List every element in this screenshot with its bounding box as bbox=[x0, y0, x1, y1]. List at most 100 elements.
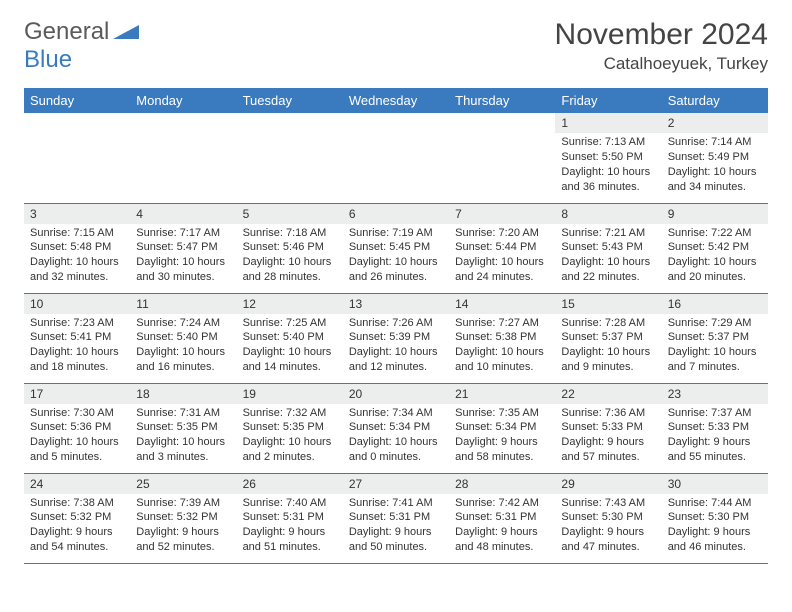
day-data: Sunrise: 7:37 AMSunset: 5:33 PMDaylight:… bbox=[662, 404, 768, 469]
calendar-cell: 21Sunrise: 7:35 AMSunset: 5:34 PMDayligh… bbox=[449, 383, 555, 473]
calendar-cell: 22Sunrise: 7:36 AMSunset: 5:33 PMDayligh… bbox=[555, 383, 661, 473]
day-number: 10 bbox=[24, 294, 130, 314]
calendar-cell: 14Sunrise: 7:27 AMSunset: 5:38 PMDayligh… bbox=[449, 293, 555, 383]
calendar-cell: 6Sunrise: 7:19 AMSunset: 5:45 PMDaylight… bbox=[343, 203, 449, 293]
day-number: 27 bbox=[343, 474, 449, 494]
day-number: 30 bbox=[662, 474, 768, 494]
calendar-cell: 2Sunrise: 7:14 AMSunset: 5:49 PMDaylight… bbox=[662, 113, 768, 203]
day-data: Sunrise: 7:25 AMSunset: 5:40 PMDaylight:… bbox=[237, 314, 343, 379]
calendar-cell: 16Sunrise: 7:29 AMSunset: 5:37 PMDayligh… bbox=[662, 293, 768, 383]
calendar-cell: 23Sunrise: 7:37 AMSunset: 5:33 PMDayligh… bbox=[662, 383, 768, 473]
day-number: 6 bbox=[343, 204, 449, 224]
logo-text-2: Blue bbox=[24, 46, 72, 73]
logo-text-1: General bbox=[24, 18, 109, 45]
calendar-row: 3Sunrise: 7:15 AMSunset: 5:48 PMDaylight… bbox=[24, 203, 768, 293]
weekday-header: Tuesday bbox=[237, 88, 343, 113]
calendar-cell bbox=[24, 113, 130, 203]
calendar-cell bbox=[449, 113, 555, 203]
day-data: Sunrise: 7:29 AMSunset: 5:37 PMDaylight:… bbox=[662, 314, 768, 379]
calendar-cell: 11Sunrise: 7:24 AMSunset: 5:40 PMDayligh… bbox=[130, 293, 236, 383]
day-data: Sunrise: 7:27 AMSunset: 5:38 PMDaylight:… bbox=[449, 314, 555, 379]
calendar-cell: 12Sunrise: 7:25 AMSunset: 5:40 PMDayligh… bbox=[237, 293, 343, 383]
day-number: 28 bbox=[449, 474, 555, 494]
day-number: 23 bbox=[662, 384, 768, 404]
day-data: Sunrise: 7:26 AMSunset: 5:39 PMDaylight:… bbox=[343, 314, 449, 379]
day-data: Sunrise: 7:41 AMSunset: 5:31 PMDaylight:… bbox=[343, 494, 449, 559]
day-data: Sunrise: 7:36 AMSunset: 5:33 PMDaylight:… bbox=[555, 404, 661, 469]
calendar-cell: 4Sunrise: 7:17 AMSunset: 5:47 PMDaylight… bbox=[130, 203, 236, 293]
day-number: 4 bbox=[130, 204, 236, 224]
calendar-cell: 17Sunrise: 7:30 AMSunset: 5:36 PMDayligh… bbox=[24, 383, 130, 473]
day-number: 16 bbox=[662, 294, 768, 314]
weekday-header-row: SundayMondayTuesdayWednesdayThursdayFrid… bbox=[24, 88, 768, 113]
calendar-row: 10Sunrise: 7:23 AMSunset: 5:41 PMDayligh… bbox=[24, 293, 768, 383]
logo-triangle-icon bbox=[113, 21, 139, 44]
day-data: Sunrise: 7:18 AMSunset: 5:46 PMDaylight:… bbox=[237, 224, 343, 289]
day-data: Sunrise: 7:40 AMSunset: 5:31 PMDaylight:… bbox=[237, 494, 343, 559]
day-data: Sunrise: 7:32 AMSunset: 5:35 PMDaylight:… bbox=[237, 404, 343, 469]
day-data: Sunrise: 7:30 AMSunset: 5:36 PMDaylight:… bbox=[24, 404, 130, 469]
calendar-cell: 7Sunrise: 7:20 AMSunset: 5:44 PMDaylight… bbox=[449, 203, 555, 293]
weekday-header: Sunday bbox=[24, 88, 130, 113]
day-number: 24 bbox=[24, 474, 130, 494]
calendar-cell bbox=[130, 113, 236, 203]
calendar-cell: 24Sunrise: 7:38 AMSunset: 5:32 PMDayligh… bbox=[24, 473, 130, 563]
day-data: Sunrise: 7:13 AMSunset: 5:50 PMDaylight:… bbox=[555, 133, 661, 198]
day-data: Sunrise: 7:15 AMSunset: 5:48 PMDaylight:… bbox=[24, 224, 130, 289]
calendar-cell: 3Sunrise: 7:15 AMSunset: 5:48 PMDaylight… bbox=[24, 203, 130, 293]
day-data: Sunrise: 7:42 AMSunset: 5:31 PMDaylight:… bbox=[449, 494, 555, 559]
weekday-header: Monday bbox=[130, 88, 236, 113]
day-data: Sunrise: 7:34 AMSunset: 5:34 PMDaylight:… bbox=[343, 404, 449, 469]
calendar-cell: 27Sunrise: 7:41 AMSunset: 5:31 PMDayligh… bbox=[343, 473, 449, 563]
calendar-cell: 18Sunrise: 7:31 AMSunset: 5:35 PMDayligh… bbox=[130, 383, 236, 473]
weekday-header: Friday bbox=[555, 88, 661, 113]
calendar-cell: 29Sunrise: 7:43 AMSunset: 5:30 PMDayligh… bbox=[555, 473, 661, 563]
calendar-body: 1Sunrise: 7:13 AMSunset: 5:50 PMDaylight… bbox=[24, 113, 768, 563]
day-number: 26 bbox=[237, 474, 343, 494]
calendar-row: 1Sunrise: 7:13 AMSunset: 5:50 PMDaylight… bbox=[24, 113, 768, 203]
day-data: Sunrise: 7:23 AMSunset: 5:41 PMDaylight:… bbox=[24, 314, 130, 379]
calendar-cell: 8Sunrise: 7:21 AMSunset: 5:43 PMDaylight… bbox=[555, 203, 661, 293]
calendar-row: 17Sunrise: 7:30 AMSunset: 5:36 PMDayligh… bbox=[24, 383, 768, 473]
day-data: Sunrise: 7:22 AMSunset: 5:42 PMDaylight:… bbox=[662, 224, 768, 289]
calendar-cell: 10Sunrise: 7:23 AMSunset: 5:41 PMDayligh… bbox=[24, 293, 130, 383]
month-title: November 2024 bbox=[555, 18, 768, 52]
day-data: Sunrise: 7:39 AMSunset: 5:32 PMDaylight:… bbox=[130, 494, 236, 559]
day-number: 20 bbox=[343, 384, 449, 404]
location: Catalhoeyuek, Turkey bbox=[555, 54, 768, 74]
weekday-header: Wednesday bbox=[343, 88, 449, 113]
day-number: 21 bbox=[449, 384, 555, 404]
calendar-row: 24Sunrise: 7:38 AMSunset: 5:32 PMDayligh… bbox=[24, 473, 768, 563]
logo: General Blue bbox=[24, 18, 139, 74]
calendar-cell: 30Sunrise: 7:44 AMSunset: 5:30 PMDayligh… bbox=[662, 473, 768, 563]
day-number: 18 bbox=[130, 384, 236, 404]
header: General Blue November 2024 Catalhoeyuek,… bbox=[24, 18, 768, 74]
day-data: Sunrise: 7:44 AMSunset: 5:30 PMDaylight:… bbox=[662, 494, 768, 559]
weekday-header: Thursday bbox=[449, 88, 555, 113]
day-number: 14 bbox=[449, 294, 555, 314]
day-number: 2 bbox=[662, 113, 768, 133]
calendar-cell bbox=[343, 113, 449, 203]
calendar-cell: 19Sunrise: 7:32 AMSunset: 5:35 PMDayligh… bbox=[237, 383, 343, 473]
calendar-cell: 5Sunrise: 7:18 AMSunset: 5:46 PMDaylight… bbox=[237, 203, 343, 293]
day-data: Sunrise: 7:28 AMSunset: 5:37 PMDaylight:… bbox=[555, 314, 661, 379]
day-number: 9 bbox=[662, 204, 768, 224]
day-number: 12 bbox=[237, 294, 343, 314]
day-data: Sunrise: 7:14 AMSunset: 5:49 PMDaylight:… bbox=[662, 133, 768, 198]
day-data: Sunrise: 7:43 AMSunset: 5:30 PMDaylight:… bbox=[555, 494, 661, 559]
calendar-cell: 25Sunrise: 7:39 AMSunset: 5:32 PMDayligh… bbox=[130, 473, 236, 563]
calendar-cell: 28Sunrise: 7:42 AMSunset: 5:31 PMDayligh… bbox=[449, 473, 555, 563]
day-data: Sunrise: 7:31 AMSunset: 5:35 PMDaylight:… bbox=[130, 404, 236, 469]
weekday-header: Saturday bbox=[662, 88, 768, 113]
day-number: 8 bbox=[555, 204, 661, 224]
day-number: 17 bbox=[24, 384, 130, 404]
calendar-cell: 1Sunrise: 7:13 AMSunset: 5:50 PMDaylight… bbox=[555, 113, 661, 203]
calendar-cell: 20Sunrise: 7:34 AMSunset: 5:34 PMDayligh… bbox=[343, 383, 449, 473]
day-number: 22 bbox=[555, 384, 661, 404]
day-number: 15 bbox=[555, 294, 661, 314]
calendar-cell bbox=[237, 113, 343, 203]
day-data: Sunrise: 7:19 AMSunset: 5:45 PMDaylight:… bbox=[343, 224, 449, 289]
calendar-cell: 26Sunrise: 7:40 AMSunset: 5:31 PMDayligh… bbox=[237, 473, 343, 563]
day-number: 25 bbox=[130, 474, 236, 494]
calendar-cell: 15Sunrise: 7:28 AMSunset: 5:37 PMDayligh… bbox=[555, 293, 661, 383]
